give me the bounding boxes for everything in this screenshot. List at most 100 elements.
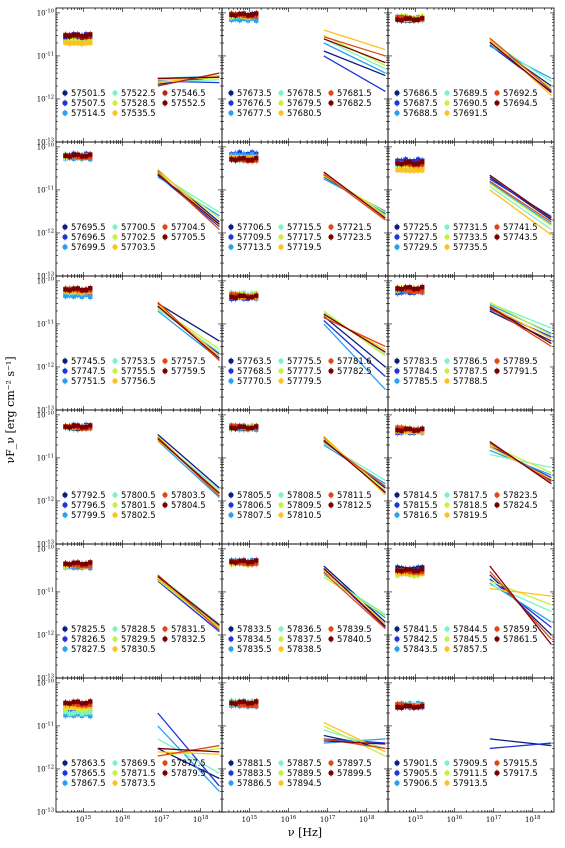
xray-line [157, 738, 220, 774]
legend-entry: 57806.5 [237, 500, 272, 510]
xray-line [323, 29, 386, 51]
legend-entry: 57706.5 [237, 222, 272, 232]
xray-line [323, 439, 386, 493]
panel-18: 57901.557905.557906.557909.557911.557913… [387, 677, 555, 824]
legend-entry: 57784.5 [403, 366, 438, 376]
legend-entry: 57756.5 [121, 376, 156, 386]
legend-entry: 57889.5 [287, 768, 322, 778]
legend-entry: 57785.5 [403, 376, 438, 386]
legend-entry: 57690.5 [453, 98, 488, 108]
legend-entry: 57831.5 [171, 624, 206, 634]
xray-line [489, 565, 552, 645]
xray-line [489, 40, 552, 83]
legend-entry: 57741.5 [503, 222, 538, 232]
legend-entry: 57747.5 [71, 366, 106, 376]
legend-entry: 57695.5 [71, 222, 106, 232]
legend-entry: 57842.5 [403, 634, 438, 644]
legend-entry: 57678.5 [287, 88, 322, 98]
legend-entry: 57759.5 [171, 366, 206, 376]
y-tick-label: 10-13 [37, 674, 54, 683]
legend-entry: 57691.5 [453, 108, 488, 118]
xray-line [489, 587, 552, 597]
legend-entry: 57719.5 [287, 242, 322, 252]
y-tick-label: 10-11 [37, 319, 54, 328]
panel-frame [387, 543, 555, 679]
legend-entry: 57699.5 [71, 242, 106, 252]
legend-entry: 57826.5 [71, 634, 106, 644]
xray-line [489, 305, 552, 340]
legend-entry: 57709.5 [237, 232, 272, 242]
legend-entry: 57803.5 [171, 490, 206, 500]
xray-line [323, 50, 386, 77]
xray-line [489, 189, 552, 236]
x-tick-label: 1017 [320, 815, 336, 824]
legend-entry: 57688.5 [403, 108, 438, 118]
legend-entry: 57808.5 [287, 490, 322, 500]
legend-entry: 57723.5 [337, 232, 372, 242]
legend-entry: 57859.5 [503, 624, 538, 634]
legend-entry: 57836.5 [287, 624, 322, 634]
legend-entry: 57792.5 [71, 490, 106, 500]
legend-entry: 57815.5 [403, 500, 438, 510]
legend-entry: 57839.5 [337, 624, 372, 634]
legend-entry: 57682.5 [337, 98, 372, 108]
xray-line [157, 438, 220, 494]
legend-entry: 57827.5 [71, 644, 106, 654]
legend-entry: 57843.5 [403, 644, 438, 654]
legend-entry: 57830.5 [121, 644, 156, 654]
legend-entry: 57802.5 [121, 510, 156, 520]
xray-line [489, 310, 552, 342]
legend-entry: 57869.5 [121, 758, 156, 768]
legend-entry: 57733.5 [453, 232, 488, 242]
xray-line [157, 751, 220, 755]
xray-line [323, 740, 386, 745]
legend-entry: 57727.5 [403, 232, 438, 242]
legend-entry: 57791.5 [503, 366, 538, 376]
legend-entry: 57673.5 [237, 88, 272, 98]
legend-entry: 57680.5 [287, 108, 322, 118]
legend-entry: 57841.5 [403, 624, 438, 634]
legend-entry: 57818.5 [453, 500, 488, 510]
y-tick-label: 10-10 [37, 276, 54, 285]
x-tick-label: 1017 [154, 815, 170, 824]
legend-entry: 57807.5 [237, 510, 272, 520]
y-tick-label: 10-12 [37, 228, 54, 237]
legend-entry: 57696.5 [71, 232, 106, 242]
legend-entry: 57787.5 [453, 366, 488, 376]
y-tick-label: 10-13 [37, 272, 54, 281]
y-tick-label: 10-13 [37, 808, 54, 817]
legend-entry: 57725.5 [403, 222, 438, 232]
xray-line [323, 313, 386, 353]
xray-line [323, 738, 386, 750]
legend-entry: 57832.5 [171, 634, 206, 644]
xray-line [157, 434, 220, 489]
y-tick-label: 10-11 [37, 51, 54, 60]
panel-frame [387, 275, 555, 411]
xray-line [157, 575, 220, 626]
legend-entry: 57877.5 [171, 758, 206, 768]
x-tick-label: 1015 [76, 815, 92, 824]
legend-entry: 57799.5 [71, 510, 106, 520]
y-tick-label: 10-13 [37, 138, 54, 147]
xray-line [157, 72, 220, 87]
legend-entry: 57838.5 [287, 644, 322, 654]
legend-entry: 57857.5 [453, 644, 488, 654]
legend-entry: 57775.5 [287, 356, 322, 366]
legend-entry: 57897.5 [337, 758, 372, 768]
y-tick-label: 10-12 [37, 630, 54, 639]
legend-entry: 57703.5 [121, 242, 156, 252]
legend-entry: 57886.5 [237, 778, 272, 788]
legend-entry: 57871.5 [121, 768, 156, 778]
legend-entry: 57514.5 [71, 108, 106, 118]
legend-entry: 57781.6 [337, 356, 372, 366]
legend-entry: 57824.5 [503, 500, 538, 510]
